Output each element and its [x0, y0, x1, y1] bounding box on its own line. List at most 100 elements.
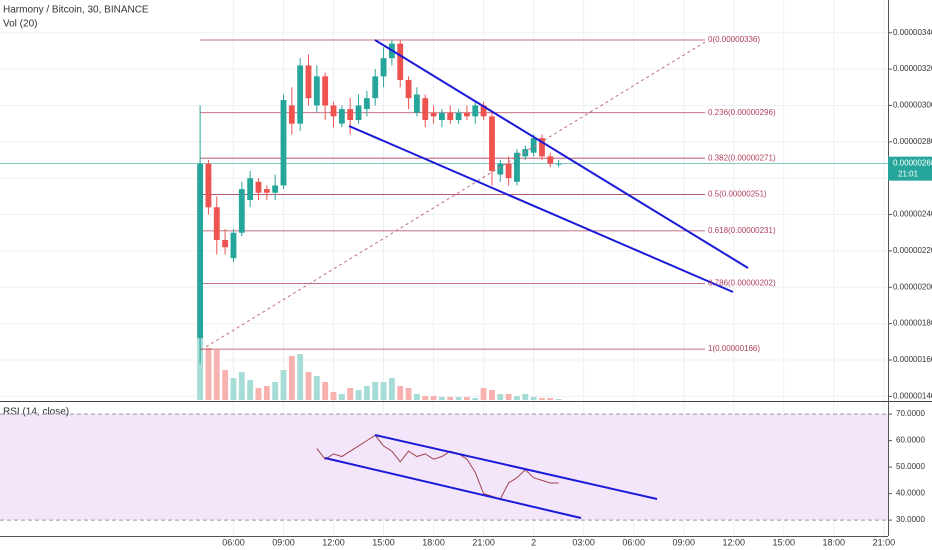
candle-body — [522, 149, 529, 157]
candle-body — [272, 185, 279, 193]
volume-bar — [413, 394, 420, 400]
x-tick-label: 15:00 — [372, 537, 395, 547]
last-price-box — [888, 156, 932, 181]
candle-body — [380, 58, 387, 77]
candle-body — [197, 163, 204, 339]
fib-trend — [200, 41, 706, 351]
countdown: 21:01 — [898, 170, 919, 179]
x-tick-label: 12:00 — [322, 537, 345, 547]
x-tick-label: 06:00 — [622, 537, 645, 547]
candle-body — [313, 76, 320, 106]
candle-body — [255, 181, 262, 193]
volume-bar — [288, 356, 295, 400]
volume-bar — [530, 397, 537, 400]
volume-bar — [547, 398, 554, 400]
volume-bar — [272, 382, 279, 400]
candle-body — [480, 105, 487, 117]
candle-body — [405, 80, 412, 99]
candle-body — [213, 207, 220, 240]
trend-line — [374, 39, 749, 269]
candle-body — [455, 112, 462, 120]
candle-body — [347, 109, 354, 120]
volume-bar — [472, 398, 479, 400]
fib-label: 0(0.00000336) — [708, 35, 760, 44]
candle-body — [438, 112, 445, 120]
x-tick-label: 21:00 — [873, 537, 896, 547]
candle-body — [539, 138, 545, 157]
volume-bar — [330, 392, 337, 400]
candle-body — [489, 116, 495, 171]
candle-body — [247, 178, 254, 200]
chart-title: Harmony / Bitcoin, 30, BINANCE — [3, 5, 149, 16]
volume-bar — [422, 396, 429, 400]
candle-body — [530, 138, 537, 153]
volume-bar — [363, 386, 370, 400]
candle-body — [497, 163, 504, 175]
volume-bar — [380, 382, 387, 400]
rsi-band — [0, 414, 888, 520]
volume-bar — [430, 396, 437, 400]
trend-line — [374, 434, 658, 500]
y-tick-label: 0.00000200 — [893, 282, 932, 291]
candle-body — [372, 76, 379, 99]
candle-body — [363, 98, 370, 110]
candle-body — [355, 105, 362, 120]
volume-bar — [388, 378, 395, 400]
x-tick-label: 09:00 — [272, 537, 295, 547]
volume-bar — [222, 370, 229, 400]
candle-body — [505, 163, 512, 179]
y-tick-label: 0.00000340 — [893, 28, 932, 37]
candle-body — [222, 240, 229, 248]
volume-bar — [205, 348, 212, 400]
trend-line — [324, 457, 582, 519]
candle-body — [288, 105, 295, 124]
candle-body — [447, 112, 454, 120]
volume-bar — [489, 390, 495, 400]
volume-bar — [322, 382, 329, 400]
y-tick-label: 0.00000240 — [893, 210, 932, 219]
candle-body — [547, 156, 554, 164]
fib-label: 1(0.00000166) — [708, 344, 760, 353]
volume-bar — [522, 394, 529, 400]
candle-body — [422, 98, 429, 120]
volume-bar — [355, 390, 362, 400]
volume-bar — [347, 388, 354, 400]
volume-bar — [438, 397, 445, 400]
y-tick-label: 0.00000160 — [893, 355, 932, 364]
candle-body — [338, 109, 345, 124]
volume-bar — [213, 350, 220, 400]
x-tick-label: 15:00 — [773, 537, 796, 547]
volume-bar — [480, 388, 487, 400]
x-tick-label: 12:00 — [722, 537, 745, 547]
volume-bar — [247, 380, 254, 400]
volume-bar — [497, 394, 504, 400]
fib-label: 0.618(0.00000231) — [708, 226, 776, 235]
candle-body — [238, 189, 245, 233]
fib-label: 0.786(0.00000202) — [708, 279, 776, 288]
volume-bar — [197, 338, 204, 400]
fib-label: 0.5(0.00000251) — [708, 190, 767, 199]
trend-line — [348, 125, 734, 293]
volume-bar — [397, 386, 404, 400]
volume-bar — [230, 378, 237, 400]
y-tick-label: 0.00000280 — [893, 137, 932, 146]
candle-body — [205, 163, 212, 208]
candle-body — [263, 189, 270, 193]
candle-body — [305, 65, 312, 99]
fib-label: 0.236(0.00000296) — [708, 108, 776, 117]
volume-bar — [405, 388, 412, 400]
volume-bar — [297, 354, 304, 400]
volume-bar — [313, 376, 320, 400]
candle-body — [472, 105, 479, 117]
x-tick-label: 21:00 — [472, 537, 495, 547]
volume-bar — [505, 394, 512, 400]
volume-bar — [280, 370, 287, 400]
y-tick-label: 60.0000 — [896, 436, 925, 445]
candle-body — [397, 43, 404, 80]
y-tick-label: 40.0000 — [896, 489, 925, 498]
rsi-title: RSI (14, close) — [3, 407, 69, 418]
y-tick-label: 30.0000 — [896, 515, 925, 524]
volume-bar — [447, 397, 454, 400]
